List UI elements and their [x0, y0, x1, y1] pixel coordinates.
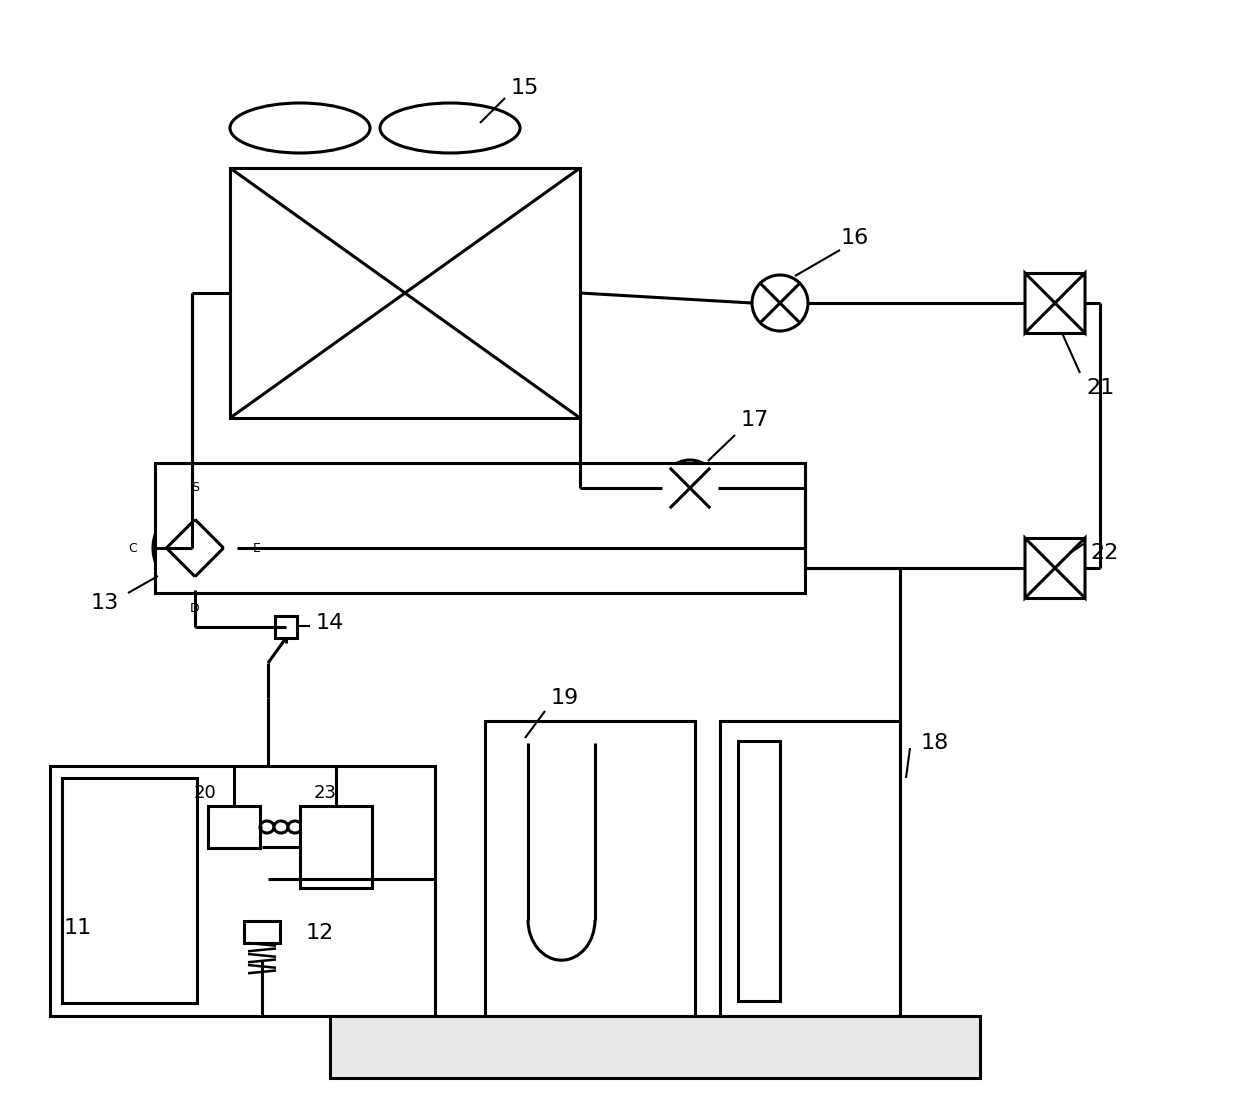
Ellipse shape — [288, 821, 303, 833]
Bar — [244, 921, 280, 943]
Bar — [738, 741, 780, 1001]
Circle shape — [662, 460, 718, 516]
Text: 18: 18 — [921, 733, 949, 753]
Text: C: C — [128, 541, 136, 554]
Ellipse shape — [274, 821, 288, 833]
Text: 17: 17 — [740, 410, 769, 430]
Text: 16: 16 — [841, 228, 869, 248]
Bar — [229, 168, 580, 418]
Text: 12: 12 — [306, 923, 334, 943]
Text: S: S — [191, 481, 198, 494]
Ellipse shape — [229, 103, 370, 153]
Text: 22: 22 — [1091, 544, 1120, 563]
Ellipse shape — [260, 821, 274, 833]
Bar — [330, 1016, 980, 1078]
Bar — [62, 778, 197, 1002]
Text: E: E — [253, 541, 260, 554]
Bar — [155, 463, 805, 593]
Text: 11: 11 — [64, 918, 92, 938]
Text: 13: 13 — [91, 593, 119, 613]
Bar — [50, 766, 435, 1016]
Bar — [208, 806, 260, 848]
Bar — [275, 616, 298, 638]
Bar — [300, 806, 372, 888]
Text: D: D — [190, 602, 200, 615]
Circle shape — [153, 506, 237, 590]
Text: 15: 15 — [511, 78, 539, 98]
Text: 20: 20 — [193, 784, 216, 802]
Ellipse shape — [379, 103, 520, 153]
Text: 14: 14 — [316, 613, 345, 634]
Text: 23: 23 — [314, 784, 336, 802]
Bar — [720, 721, 900, 1016]
Text: 19: 19 — [551, 688, 579, 708]
Circle shape — [751, 274, 808, 330]
Text: 21: 21 — [1086, 378, 1114, 397]
Bar — [485, 721, 694, 1016]
